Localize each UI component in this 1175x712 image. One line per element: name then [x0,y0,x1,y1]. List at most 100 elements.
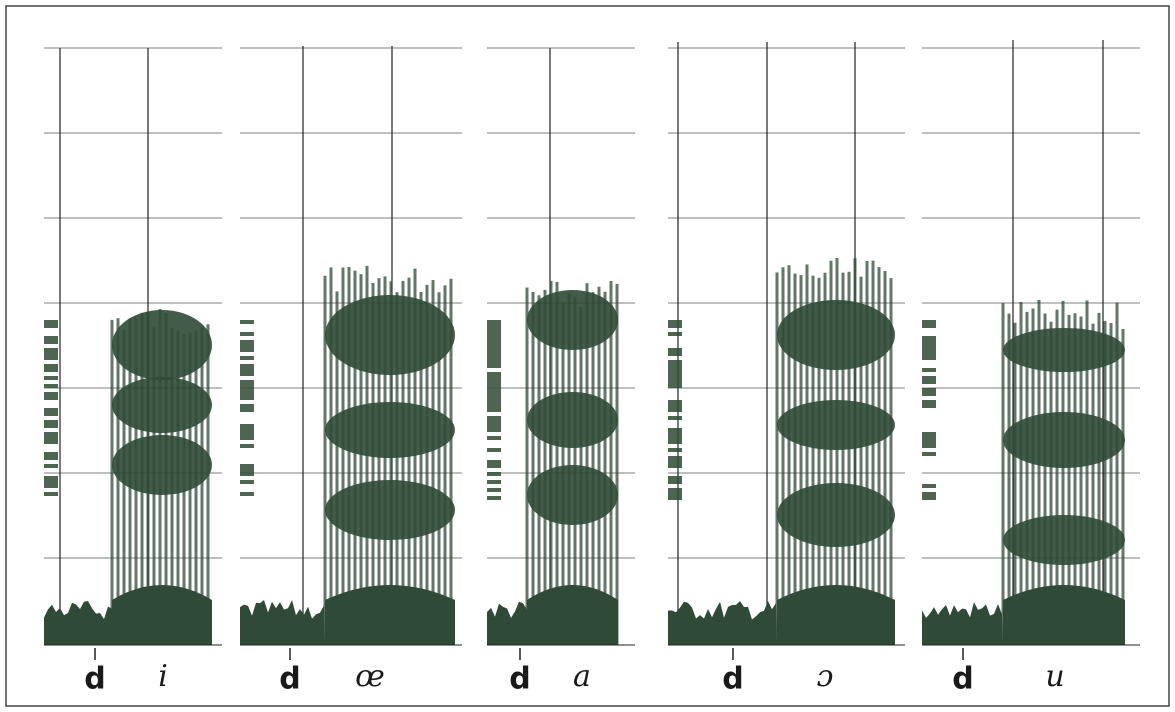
voice-bar [487,601,527,645]
onset-burst [922,340,936,344]
onset-burst [668,384,682,388]
onset-burst [240,392,254,396]
onset-burst [487,448,501,452]
onset-burst [44,352,58,356]
onset-burst [922,484,936,488]
consonant-label: d [279,662,300,697]
formant [527,392,618,448]
onset-burst [44,408,58,412]
onset-burst [487,332,501,336]
onset-burst [44,320,58,324]
onset-burst [922,336,936,340]
onset-burst [44,420,58,424]
onset-burst [44,452,58,456]
onset-burst [44,436,58,440]
voice-bar [325,585,455,645]
onset-burst [44,340,58,344]
onset-burst [922,436,936,440]
onset-burst [44,336,58,340]
onset-burst [487,488,501,492]
onset-burst [668,416,682,420]
onset-burst [668,496,682,500]
onset-burst [240,404,254,408]
onset-burst [240,464,254,468]
onset-burst [668,440,682,444]
onset-burst [44,492,58,496]
onset-burst [487,360,501,364]
formant [112,377,212,433]
onset-burst [487,464,501,468]
onset-burst [240,332,254,336]
onset-burst [922,376,936,380]
onset-burst [44,376,58,380]
onset-burst [922,440,936,444]
onset-burst [668,320,682,324]
onset-burst [487,396,501,400]
onset-burst [487,388,501,392]
onset-burst [240,384,254,388]
formant [777,400,895,450]
onset-burst [44,356,58,360]
onset-burst [44,432,58,436]
onset-burst [487,340,501,344]
onset-burst [240,408,254,412]
onset-burst [487,328,501,332]
voice-bar [240,600,325,645]
onset-burst [922,380,936,384]
onset-burst [240,368,254,372]
onset-burst [240,492,254,496]
onset-burst [922,492,936,496]
vowel-label: i [158,659,168,694]
onset-burst [487,496,501,500]
onset-burst [922,444,936,448]
onset-burst [44,440,58,444]
onset-burst [922,452,936,456]
onset-burst [44,484,58,488]
onset-burst [240,428,254,432]
onset-burst [44,396,58,400]
formant [325,402,455,458]
onset-burst [668,432,682,436]
onset-burst [487,400,501,404]
onset-burst [922,352,936,356]
formant [1003,515,1125,565]
onset-burst [44,476,58,480]
onset-burst [668,408,682,412]
onset-burst [487,436,501,440]
voice-bar [777,585,895,645]
onset-burst [668,488,682,492]
onset-burst [668,456,682,460]
onset-burst [240,396,254,400]
onset-burst [240,468,254,472]
onset-burst [668,348,682,352]
onset-burst [668,364,682,368]
voice-bar [527,585,618,645]
voice-bar [668,601,777,645]
onset-burst [44,348,58,352]
onset-burst [240,344,254,348]
onset-burst [487,376,501,380]
formant [527,290,618,350]
onset-burst [668,352,682,356]
onset-burst [44,464,58,468]
formant [777,483,895,547]
onset-burst [922,356,936,360]
onset-burst [922,388,936,392]
onset-burst [44,456,58,460]
onset-burst [240,472,254,476]
onset-burst [668,376,682,380]
onset-burst [487,428,501,432]
formant [325,295,455,375]
vowel-label: a [573,659,591,694]
onset-burst [44,424,58,428]
onset-burst [922,348,936,352]
onset-burst [668,404,682,408]
voice-bar [112,585,212,645]
onset-burst [44,324,58,328]
onset-burst [240,480,254,484]
onset-burst [240,320,254,324]
onset-burst [668,332,682,336]
